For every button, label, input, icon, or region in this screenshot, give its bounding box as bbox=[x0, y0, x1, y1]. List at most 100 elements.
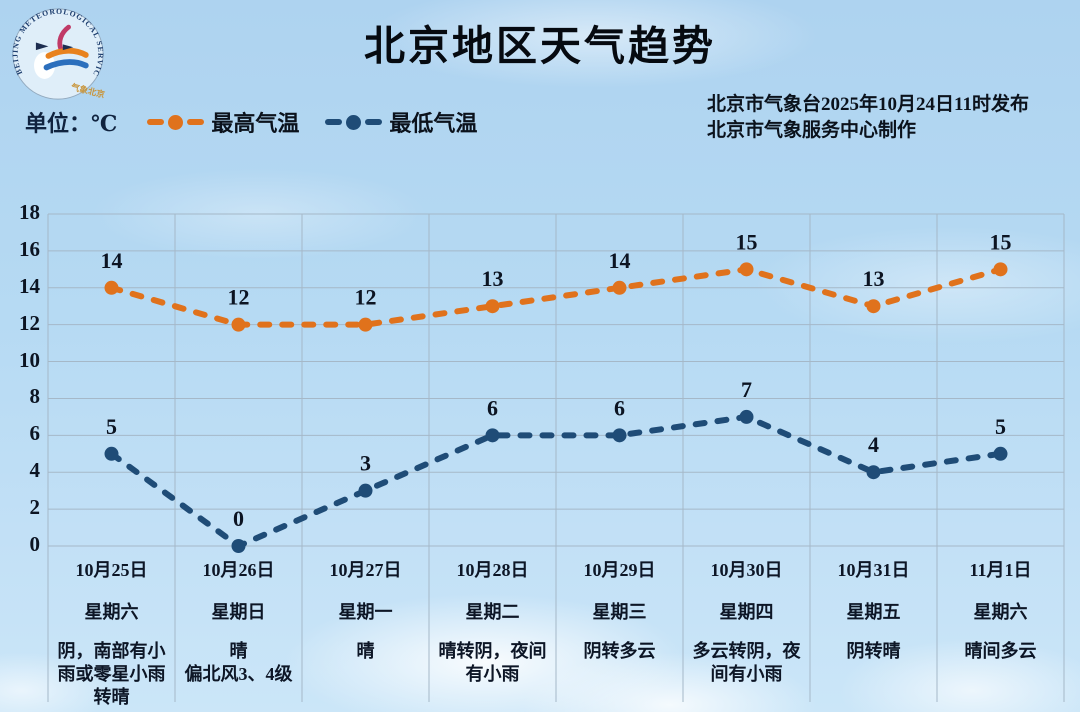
legend: 最高气温 最低气温 bbox=[147, 106, 477, 138]
y-axis: 0 2 4 6 8 10 12 14 16 18 bbox=[0, 0, 42, 712]
dash-icon bbox=[187, 119, 205, 125]
low-temp-value-label: 6 bbox=[487, 395, 498, 420]
y-tick-label: 16 bbox=[19, 236, 40, 261]
dash-icon bbox=[325, 119, 343, 125]
day-column-5: 10月29日 星期三阴转多云 bbox=[556, 551, 683, 709]
date-label: 10月31日 bbox=[837, 560, 910, 580]
date-label: 10月27日 bbox=[329, 560, 402, 580]
high-temp-value-label: 12 bbox=[355, 285, 377, 310]
weekday-label: 星期五 bbox=[846, 602, 901, 622]
low-temp-point bbox=[612, 428, 627, 443]
page-title: 北京地区天气趋势 bbox=[364, 23, 716, 69]
high-temp-value-label: 14 bbox=[101, 248, 123, 273]
issue-line-1: 北京市气象台2025年10月24日11时发布 bbox=[707, 94, 1029, 115]
weekday-label: 星期六 bbox=[973, 602, 1028, 622]
high-temp-point bbox=[739, 262, 754, 277]
low-temp-value-label: 7 bbox=[741, 377, 752, 402]
low-temp-point bbox=[739, 409, 754, 424]
y-tick-label: 14 bbox=[19, 273, 40, 298]
high-temp-point bbox=[104, 280, 119, 295]
high-temp-point bbox=[485, 299, 500, 314]
date-label: 10月29日 bbox=[583, 560, 656, 580]
y-tick-label: 12 bbox=[19, 310, 40, 335]
weather-label: 多云转阴，夜 间有小雨 bbox=[692, 641, 801, 684]
day-column-8: 11月1日星期六晴间多云 bbox=[937, 551, 1064, 709]
legend-item-low: 最低气温 bbox=[325, 106, 477, 138]
low-temp-point bbox=[104, 446, 119, 461]
low-temp-line-marker-icon bbox=[325, 114, 383, 130]
weather-label: 阴转多云 bbox=[583, 641, 656, 661]
low-temp-value-label: 6 bbox=[614, 395, 625, 420]
high-temp-value-label: 15 bbox=[990, 229, 1012, 254]
unit-label: 单位：℃ bbox=[25, 111, 118, 136]
day-column-2: 10月26日 星期日晴 偏北风3、4级 bbox=[175, 551, 302, 709]
day-column-6: 10月30日 星期四多云转阴，夜 间有小雨 bbox=[683, 551, 810, 709]
y-tick-label: 18 bbox=[19, 200, 40, 224]
legend-item-high: 最高气温 bbox=[147, 106, 299, 138]
date-label: 10月30日 bbox=[710, 560, 783, 580]
high-temp-value-label: 13 bbox=[863, 266, 885, 291]
high-temp-value-label: 15 bbox=[736, 229, 758, 254]
weather-label: 晴 偏北风3、4级 bbox=[184, 641, 293, 684]
low-temp-value-label: 5 bbox=[995, 414, 1006, 439]
dot-icon bbox=[346, 114, 362, 130]
day-column-3: 10月27日 星期一晴 bbox=[302, 551, 429, 709]
dash-icon bbox=[147, 119, 165, 125]
high-temp-value-label: 13 bbox=[482, 266, 504, 291]
low-temp-value-label: 0 bbox=[233, 506, 244, 531]
y-tick-label: 6 bbox=[29, 421, 41, 446]
weekday-label: 星期三 bbox=[592, 602, 647, 622]
day-column-4: 10月28日 星期二晴转阴，夜间 有小雨 bbox=[429, 551, 556, 709]
date-label: 10月25日 bbox=[75, 560, 148, 580]
weather-label: 阴，南部有小 雨或零星小雨 转晴 bbox=[57, 641, 166, 707]
high-temp-point bbox=[612, 280, 627, 295]
day-column-7: 10月31日 星期五阴转晴 bbox=[810, 551, 937, 709]
y-tick-label: 4 bbox=[29, 458, 41, 483]
low-temp-point bbox=[485, 428, 500, 443]
issue-info: 北京市气象台2025年10月24日11时发布 北京市气象服务中心制作 bbox=[707, 92, 1029, 144]
y-tick-label: 8 bbox=[29, 384, 41, 409]
low-temp-value-label: 3 bbox=[360, 451, 371, 476]
dash-icon bbox=[365, 119, 383, 125]
high-temp-value-label: 14 bbox=[609, 248, 631, 273]
high-temp-value-label: 12 bbox=[228, 285, 250, 310]
weekday-label: 星期二 bbox=[465, 602, 520, 622]
high-temp-line bbox=[108, 266, 1004, 328]
low-temp-line bbox=[108, 413, 1004, 550]
y-tick-label: 10 bbox=[19, 347, 40, 372]
high-temp-point bbox=[993, 262, 1008, 277]
high-temp-point bbox=[358, 317, 373, 332]
legend-label-high: 最高气温 bbox=[211, 111, 300, 136]
weekday-label: 星期四 bbox=[719, 602, 774, 622]
low-temp-value-label: 4 bbox=[868, 432, 879, 457]
date-label: 10月28日 bbox=[456, 560, 529, 580]
low-temp-point bbox=[866, 465, 881, 480]
weather-label: 阴转晴 bbox=[846, 641, 901, 661]
weather-label: 晴 bbox=[356, 641, 375, 661]
weather-label: 晴转阴，夜间 有小雨 bbox=[438, 641, 547, 684]
low-temp-point bbox=[358, 483, 373, 498]
date-label: 10月26日 bbox=[202, 560, 275, 580]
x-axis-labels: 10月25日 星期六 阴，南部有小 雨或零星小雨 转晴 10月26日 星期日晴 偏北风3… bbox=[48, 551, 1064, 709]
weather-label: 晴间多云 bbox=[964, 641, 1037, 661]
legend-label-low: 最低气温 bbox=[389, 111, 478, 136]
low-temp-value-label: 5 bbox=[106, 414, 117, 439]
date-label: 11月1日 bbox=[969, 560, 1032, 580]
high-temp-line-marker-icon bbox=[147, 114, 205, 130]
y-tick-label: 0 bbox=[29, 532, 41, 556]
weekday-label: 星期日 bbox=[211, 602, 266, 622]
weekday-label: 星期六 bbox=[84, 602, 139, 622]
low-temp-point bbox=[993, 446, 1008, 461]
low-temp-point bbox=[231, 539, 246, 553]
legend-row: 单位：℃ 最高气温 最低气温 bbox=[25, 106, 477, 138]
issue-line-2: 北京市气象服务中心制作 bbox=[707, 120, 917, 141]
high-temp-point bbox=[231, 317, 246, 332]
y-tick-label: 2 bbox=[29, 495, 41, 520]
high-temp-point bbox=[866, 299, 881, 314]
beijing-meteorological-service-logo-icon: BEIJING METEOROLOGICAL SERVICE 气象北京 bbox=[7, 0, 107, 102]
dot-icon bbox=[168, 114, 184, 130]
weekday-label: 星期一 bbox=[338, 602, 393, 622]
day-column-1: 10月25日 星期六阴，南部有小 雨或零星小雨 转晴 bbox=[48, 551, 175, 709]
